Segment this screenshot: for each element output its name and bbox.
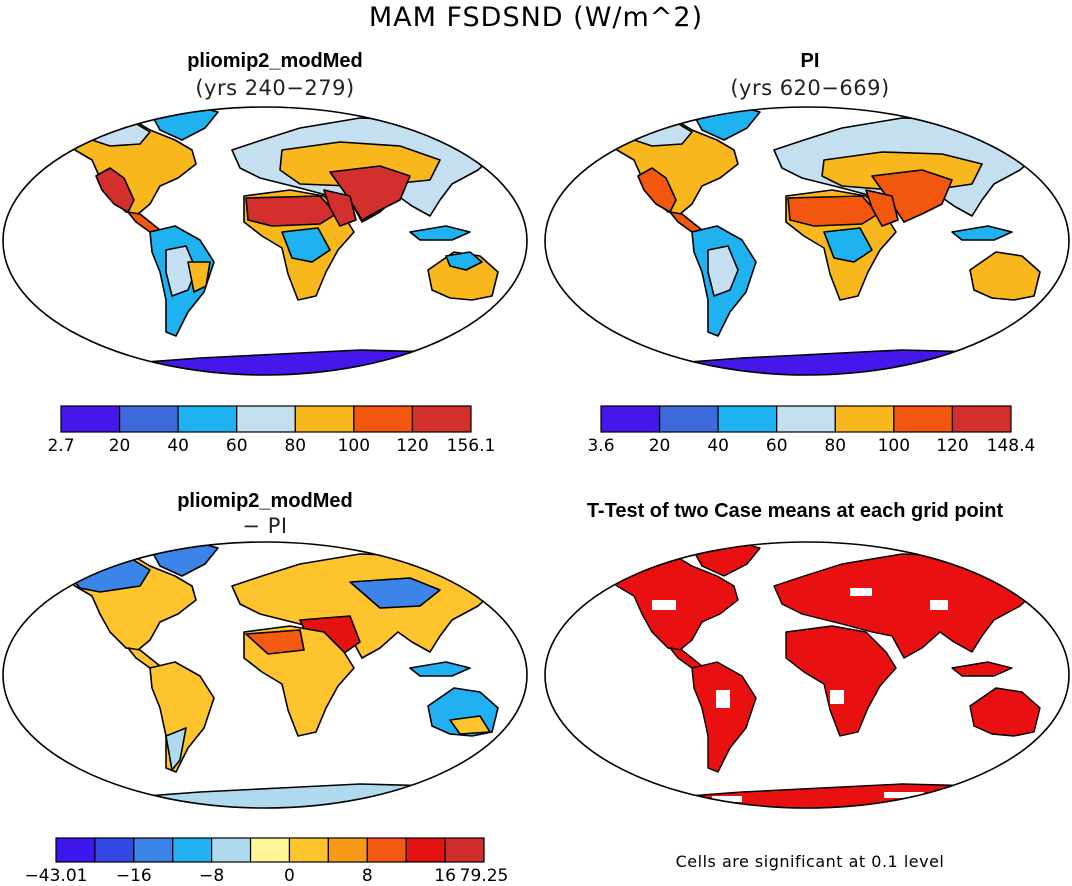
colorbar-tick-label: 80 <box>824 436 847 456</box>
colorbar-swatch <box>600 405 661 433</box>
arabia-region <box>865 189 899 227</box>
colorbar-swatch <box>366 837 407 863</box>
south-america-significant <box>691 661 757 773</box>
colorbar-tick-label: 60 <box>765 436 788 456</box>
colorbar-tick-label: 148.4 <box>986 436 1036 456</box>
gap <box>712 796 742 802</box>
colorbar-swatch <box>353 405 414 433</box>
colorbar-tick-label: 8 <box>361 866 373 886</box>
australia-north-cool <box>445 251 483 271</box>
south-america-warm <box>187 261 211 293</box>
colorbar-swatch <box>133 837 174 863</box>
colorbar-swatch <box>211 837 252 863</box>
gap <box>884 792 924 798</box>
gap <box>850 588 872 596</box>
colorbar-tick-label: 60 <box>225 436 248 456</box>
colorbar-tick-label: 3.6 <box>587 436 615 456</box>
colorbar-tick-label: 100 <box>337 436 371 456</box>
colorbar-tick-label: 156.1 <box>446 436 496 456</box>
colorbar-swatch <box>294 405 355 433</box>
africa-tropics-cool <box>823 227 873 263</box>
panel-4-title: T-Test of two Case means at each grid po… <box>586 500 1004 522</box>
gap <box>930 600 948 610</box>
colorbar-swatch <box>60 405 121 433</box>
colorbar-tick-label: −43.01 <box>24 866 88 886</box>
colorbar-swatch <box>94 837 135 863</box>
colorbar-swatch <box>951 405 1012 433</box>
colorbar-swatch <box>288 837 329 863</box>
gap <box>716 690 730 708</box>
panel-2-title: PI <box>800 50 820 72</box>
australia-significant <box>969 687 1041 737</box>
panel-1-subtitle: (yrs 240−279) <box>195 76 355 100</box>
colorbar-swatch <box>444 837 485 863</box>
colorbar-swatch <box>658 405 719 433</box>
colorbar-tick-label: 120 <box>396 436 429 456</box>
colorbar-swatch <box>776 405 836 433</box>
indonesia-significant <box>951 661 1013 677</box>
colorbar-swatch <box>893 405 954 433</box>
panel-3-title: pliomip2_modMed <box>177 490 353 512</box>
australia-south-warm <box>449 715 491 735</box>
colorbar-tick-label: 79.25 <box>459 866 509 886</box>
arabia-region <box>323 189 357 227</box>
africa-significant <box>785 625 897 737</box>
south-america-region <box>149 661 215 773</box>
africa-north-hot <box>245 629 305 655</box>
colorbar-tick-label: 100 <box>877 436 911 456</box>
colorbar-swatch <box>327 837 368 863</box>
africa-sahara-hot <box>787 195 879 227</box>
colorbar-tick-label: 40 <box>167 436 189 456</box>
panel-3-subtitle: − PI <box>242 514 288 538</box>
colorbar-tick-label: 2.7 <box>47 436 75 456</box>
colorbar-swatch <box>717 405 778 433</box>
significance-note: Cells are significant at 0.1 level <box>675 852 945 871</box>
colorbar-tick-label: 0 <box>284 866 295 886</box>
indonesia-region <box>409 225 471 241</box>
colorbar-swatch <box>172 837 213 863</box>
africa-sahara-hot <box>245 195 337 227</box>
colorbar-swatch <box>249 837 291 863</box>
colorbar-tick-label: 16 <box>434 866 456 886</box>
africa-tropics-cool <box>281 227 331 263</box>
colorbar-swatch <box>236 405 296 433</box>
north-america-hot <box>637 167 677 213</box>
colorbar-swatch <box>405 837 446 863</box>
panel-2-subtitle: (yrs 620−669) <box>730 76 890 100</box>
colorbar-swatch <box>55 837 96 863</box>
figure-title: MAM FSDSND (W/m^2) <box>368 2 704 33</box>
colorbar-tick-label: −8 <box>199 866 225 886</box>
colorbar-tick-label: 120 <box>936 436 969 456</box>
indonesia-region <box>951 225 1013 241</box>
south-america-light <box>165 245 197 297</box>
australia-region <box>969 251 1041 301</box>
south-america-south <box>165 727 187 771</box>
gap <box>830 690 844 704</box>
panel-1-title: pliomip2_modMed <box>187 50 363 72</box>
non-significant-gaps <box>652 588 948 802</box>
colorbar-swatch <box>411 405 472 433</box>
colorbar-tick-label: 20 <box>108 436 131 456</box>
colorbar-tick-label: 80 <box>284 436 307 456</box>
colorbar-tick-label: 40 <box>707 436 729 456</box>
indonesia-region <box>409 661 471 677</box>
colorbar-tick-label: −16 <box>115 866 152 886</box>
north-america-hot <box>95 167 135 213</box>
gap <box>652 600 676 610</box>
colorbar-tick-label: 20 <box>648 436 671 456</box>
eurasia-cool <box>349 577 441 609</box>
colorbar-swatch <box>118 405 179 433</box>
south-america-light <box>707 245 739 297</box>
colorbar-swatch <box>177 405 238 433</box>
colorbar-swatch <box>834 405 895 433</box>
